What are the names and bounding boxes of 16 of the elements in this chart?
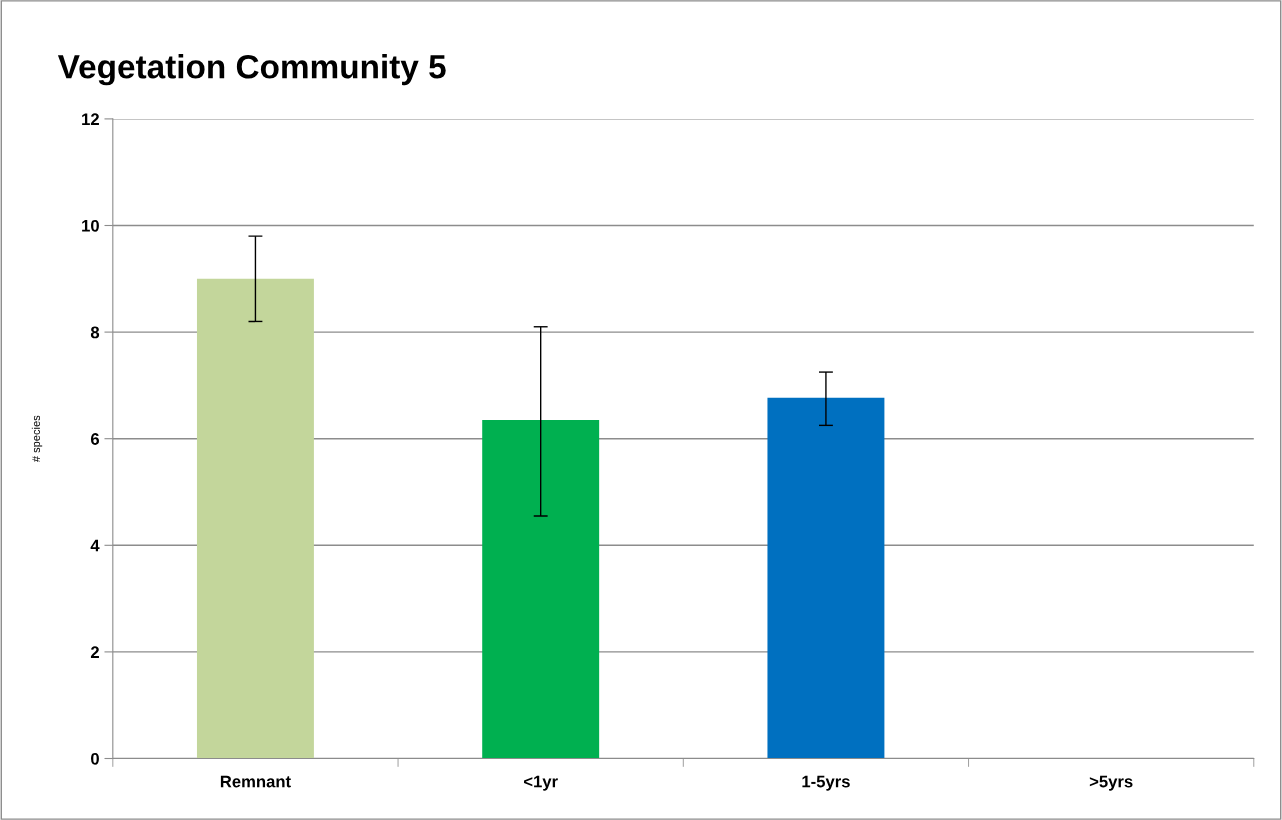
y-tick-label: 6 [90, 433, 100, 445]
x-tick-label: >5yrs [1089, 775, 1133, 791]
chart-title: Vegetation Community 5 [57, 54, 446, 86]
y-axis-title: # species [31, 415, 43, 463]
y-tick-label: 0 [91, 752, 99, 765]
bar [767, 397, 885, 759]
y-tick-label: 4 [90, 539, 100, 552]
y-tick-label: 8 [90, 326, 100, 339]
x-tick-label: Remnant [220, 775, 291, 788]
bar [482, 420, 600, 759]
x-tick-label: 1-5yrs [802, 775, 850, 791]
y-tick-label: 2 [90, 646, 99, 658]
x-tick-label: <1yr [524, 775, 558, 791]
y-tick-label: 12 [82, 113, 99, 125]
y-tick-label: 10 [82, 219, 99, 232]
bar [196, 278, 314, 759]
